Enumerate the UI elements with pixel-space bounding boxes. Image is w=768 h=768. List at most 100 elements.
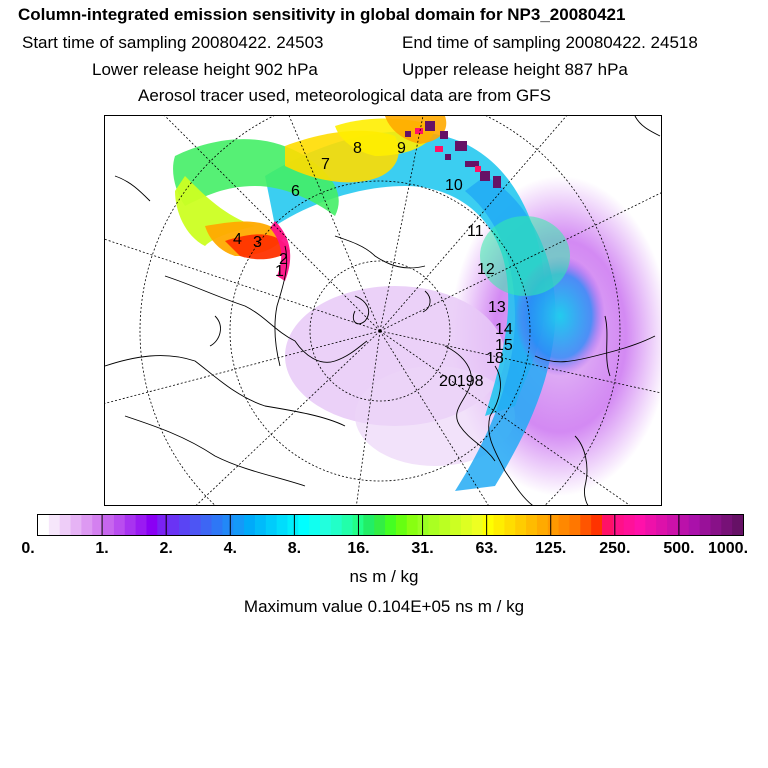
- colorbar-swatch: [612, 515, 625, 535]
- colorbar-swatch: [179, 515, 191, 535]
- day-label-15: 15: [495, 337, 513, 354]
- colorbar-swatch: [70, 515, 82, 535]
- colorbar-swatch: [200, 515, 213, 535]
- day-label-1: 1: [275, 263, 284, 280]
- colorbar-swatch: [471, 515, 484, 535]
- colorbar-tick-label: 63.: [475, 540, 498, 557]
- aerosol-info-text: Aerosol tracer used, meteorological data…: [138, 86, 551, 105]
- colorbar-swatch: [580, 515, 592, 535]
- day-label-11: 11: [467, 223, 484, 240]
- colorbar-swatch: [395, 515, 408, 535]
- colorbar-swatch: [276, 515, 289, 535]
- colorbar-swatch: [526, 515, 538, 535]
- colorbar-swatch: [688, 515, 701, 535]
- day-label-10: 10: [445, 177, 463, 194]
- colorbar-swatch: [81, 515, 93, 535]
- colorbar-swatch: [417, 515, 430, 535]
- colorbar-swatch: [558, 515, 571, 535]
- colorbar-tick-label: 0.: [21, 540, 35, 557]
- colorbar-swatch: [439, 515, 451, 535]
- upper-release-text: Upper release height 887 hPa: [402, 60, 628, 79]
- colorbar-swatch: [721, 515, 733, 535]
- colorbar-swatch: [482, 515, 495, 535]
- trajectory-day-labels: 1 2 3 4 6 7 8 9 10 11 12 13 14 15 18 201…: [233, 140, 513, 390]
- colorbar-swatch: [428, 515, 440, 535]
- start-time-text: Start time of sampling 20080422. 24503: [22, 33, 324, 52]
- colorbar-tick-label: 125.: [535, 540, 567, 557]
- day-label-20198: 20198: [439, 373, 484, 390]
- colorbar-swatch: [547, 515, 560, 535]
- colorbar-swatch: [461, 515, 473, 535]
- colorbar-swatch: [168, 515, 180, 535]
- colorbar-swatch: [623, 515, 636, 535]
- colorbar-swatch: [591, 515, 603, 535]
- day-label-7: 7: [321, 156, 330, 173]
- sensitivity-plume: [173, 116, 661, 496]
- colorbar-swatch: [341, 515, 354, 535]
- day-label-3: 3: [253, 234, 262, 251]
- colorbar-tick-label: 250.: [599, 540, 631, 557]
- colorbar-swatch: [677, 515, 690, 535]
- day-label-2: 2: [279, 251, 288, 268]
- colorbar-swatch: [146, 515, 158, 535]
- colorbar-swatch: [287, 515, 299, 535]
- colorbar-swatch: [222, 515, 234, 535]
- colorbar-swatch: [103, 515, 115, 535]
- colorbar-swatch: [233, 515, 245, 535]
- colorbar-swatch: [320, 515, 332, 535]
- colorbar-swatch: [374, 515, 386, 535]
- colorbar-tick-label: 2.: [159, 540, 173, 557]
- colorbar-swatch: [254, 515, 267, 535]
- sensitivity-map: 1 2 3 4 6 7 8 9 10 11 12 13 14 15 18 201…: [104, 115, 662, 506]
- colorbar-swatch: [515, 515, 527, 535]
- colorbar-swatch: [189, 515, 202, 535]
- colorbar-swatch: [265, 515, 278, 535]
- colorbar-swatch: [569, 515, 581, 535]
- colorbar-swatch: [330, 515, 343, 535]
- day-label-18: 18: [486, 350, 504, 367]
- colorbar-swatch: [493, 515, 505, 535]
- colorbar-tick-label: 4.: [223, 540, 237, 557]
- colorbar-swatch: [59, 515, 72, 535]
- colorbar-swatch: [211, 515, 223, 535]
- map-graphic: 1 2 3 4 6 7 8 9 10 11 12 13 14 15 18 201…: [105, 116, 661, 505]
- colorbar-swatch: [536, 515, 549, 535]
- day-label-8: 8: [353, 140, 362, 157]
- colorbar-swatch: [710, 515, 722, 535]
- colorbar-swatch: [667, 515, 679, 535]
- colorbar-tick-label: 1000.: [707, 540, 749, 557]
- day-label-6: 6: [291, 183, 300, 200]
- figure-title: Column-integrated emission sensitivity i…: [18, 5, 626, 24]
- colorbar-swatch: [38, 515, 50, 535]
- colorbar-swatch: [699, 515, 712, 535]
- day-label-9: 9: [397, 140, 406, 157]
- day-label-12: 12: [477, 261, 495, 278]
- day-label-4: 4: [233, 231, 242, 248]
- colorbar-swatch: [244, 515, 256, 535]
- colorbar-swatch: [48, 515, 61, 535]
- colorbar-swatch: [298, 515, 310, 535]
- colorbar-swatch: [135, 515, 148, 535]
- colorbar-swatch: [92, 515, 104, 535]
- colorbar-swatch: [602, 515, 614, 535]
- colorbar-swatch: [124, 515, 137, 535]
- colorbar-unit: ns m / kg: [349, 567, 419, 586]
- colorbar-tick-label: 8.: [287, 540, 302, 557]
- colorbar-tick-label: 500.: [663, 540, 695, 557]
- colorbar-tick-label: 16.: [347, 540, 370, 557]
- colorbar-swatch: [645, 515, 657, 535]
- colorbar-swatch: [157, 515, 169, 535]
- colorbar-swatch: [385, 515, 397, 535]
- colorbar-swatch: [113, 515, 126, 535]
- map-graticule: [105, 116, 661, 505]
- colorbar-swatch: [504, 515, 516, 535]
- end-time-text: End time of sampling 20080422. 24518: [402, 33, 698, 52]
- colorbar-swatch: [656, 515, 668, 535]
- colorbar-tick-label: 31.: [411, 540, 434, 557]
- colorbar-tick-label: 1.: [95, 540, 109, 557]
- colorbar-swatch: [309, 515, 321, 535]
- lower-release-text: Lower release height 902 hPa: [92, 60, 318, 79]
- day-label-14: 14: [495, 321, 513, 338]
- colorbar-swatch: [363, 515, 375, 535]
- colorbar-swatches: [38, 515, 743, 535]
